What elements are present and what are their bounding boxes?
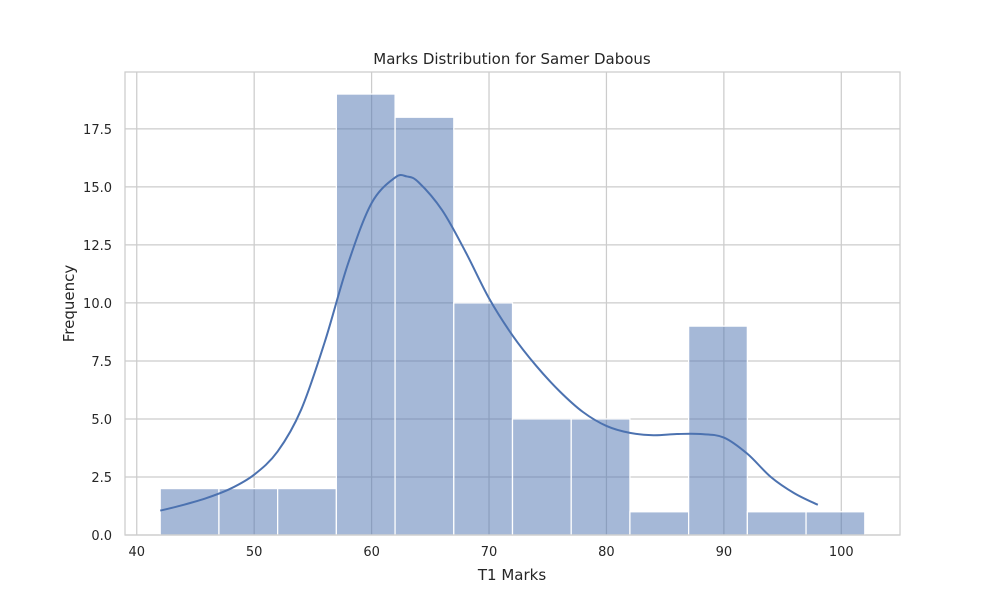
histogram-bar	[688, 325, 748, 536]
x-tick-label: 100	[829, 545, 854, 560]
y-tick-label: 0.0	[91, 529, 112, 544]
y-tick-label: 7.5	[91, 355, 112, 370]
histogram-bar	[277, 487, 337, 536]
histogram-bar	[218, 487, 279, 536]
x-tick-label: 40	[128, 545, 145, 560]
y-tick-label: 2.5	[91, 471, 112, 486]
x-tick-labels: 40 50 60 70 80 90 100	[128, 545, 853, 560]
y-tick-label: 12.5	[83, 239, 112, 254]
grid-lines	[125, 72, 900, 536]
y-tick-labels: 0.0 2.5 5.0 7.5 10.0 12.5 15.0 17.5	[83, 123, 112, 544]
x-tick-label: 70	[481, 545, 498, 560]
x-tick-label: 50	[246, 545, 263, 560]
x-tick-label: 80	[598, 545, 615, 560]
histogram-bar	[159, 487, 220, 536]
y-tick-label: 15.0	[83, 181, 112, 196]
histogram-bar	[570, 418, 631, 536]
histogram-bar	[746, 511, 807, 536]
y-tick-label: 17.5	[83, 123, 112, 138]
histogram-bar	[511, 418, 572, 536]
x-tick-label: 60	[363, 545, 380, 560]
histogram-bars	[159, 93, 866, 536]
histogram-bar	[335, 93, 396, 536]
x-tick-label: 90	[716, 545, 733, 560]
y-axis-label: Frequency	[60, 265, 78, 343]
y-tick-label: 5.0	[91, 413, 112, 428]
histogram-bar	[629, 511, 690, 536]
plot-frame	[124, 71, 901, 536]
histogram-bar	[453, 302, 514, 536]
chart-title: Marks Distribution for Samer Dabous	[373, 50, 651, 68]
histogram-bar	[805, 511, 866, 536]
y-tick-label: 10.0	[83, 297, 112, 312]
kde-line	[159, 174, 819, 512]
x-axis-label: T1 Marks	[477, 566, 546, 584]
histogram-bar	[394, 116, 455, 536]
kde-curve-group	[159, 174, 819, 512]
